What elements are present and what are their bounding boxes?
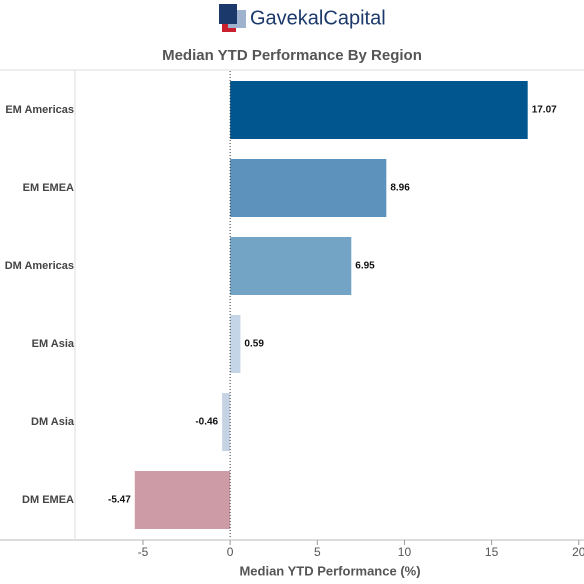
value-label: 8.96	[390, 183, 410, 194]
bar	[222, 393, 231, 451]
x-tick-label: 5	[314, 545, 321, 559]
logo-text: Gavekal	[250, 7, 323, 29]
x-tick-label: 15	[485, 545, 499, 559]
logo: Gavekal Capital	[219, 4, 386, 32]
y-tick-label: DM Americas	[5, 260, 74, 272]
value-label: -0.46	[195, 417, 218, 428]
bar	[134, 471, 231, 529]
value-label: 0.59	[244, 339, 264, 350]
y-tick-label: EM Asia	[32, 338, 75, 350]
y-tick-label: DM Asia	[31, 416, 75, 428]
x-axis-label: Median YTD Performance (%)	[239, 563, 420, 578]
x-tick-label: 0	[227, 545, 234, 559]
bar	[230, 159, 387, 217]
value-label: -5.47	[108, 495, 131, 506]
y-tick-label: EM Americas	[5, 104, 74, 116]
chart-title: Median YTD Performance By Region	[162, 47, 422, 64]
x-tick-label: -5	[138, 545, 149, 559]
bar	[230, 315, 241, 373]
y-tick-label: EM EMEA	[23, 182, 74, 194]
y-tick-label: DM EMEA	[22, 494, 74, 506]
logo-square	[219, 4, 237, 24]
bar	[230, 237, 352, 295]
logo-text: Capital	[323, 7, 385, 29]
value-label: 17.07	[532, 105, 557, 116]
bar	[230, 81, 528, 139]
value-label: 6.95	[355, 261, 375, 272]
x-tick-label: 10	[398, 545, 412, 559]
x-tick-label: 20	[572, 545, 584, 559]
